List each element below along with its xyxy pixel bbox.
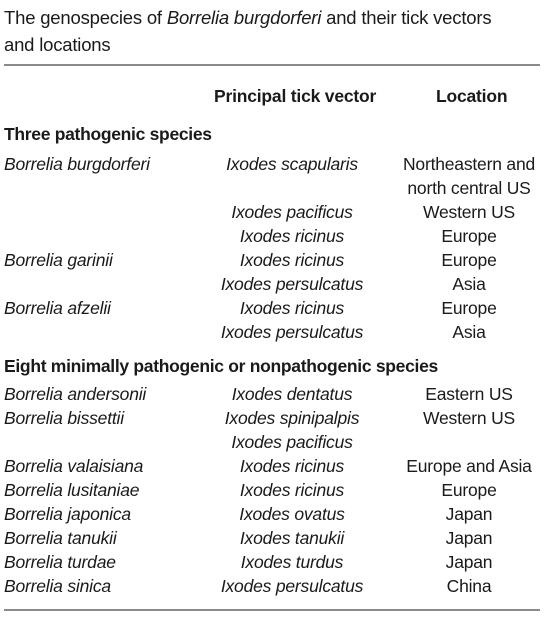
location-cell: Northeastern and (402, 154, 536, 174)
vector-cell: Ixodes ricinus (239, 456, 345, 476)
location-cell: Europe (441, 480, 497, 500)
caption-italic: Borrelia burgdorferi (166, 7, 322, 28)
vector-cell: Ixodes dentatus (231, 384, 353, 404)
table-caption: The genospecies of Borrelia burgdorferi … (4, 4, 524, 58)
bottom-rule (4, 609, 540, 611)
location-cell: China (446, 576, 492, 596)
vector-cell: Ixodes pacificus (231, 432, 353, 452)
vector-cell: Ixodes persulcatus (220, 322, 364, 342)
species-cell: Borrelia burgdorferi (4, 154, 150, 174)
table-row: Ixodes ricinus Europe (0, 224, 544, 248)
location-cell: Europe (441, 226, 497, 246)
vector-cell: Ixodes spinipalpis (224, 408, 360, 428)
table-row: Borrelia bissettii Ixodes spinipalpis We… (0, 406, 544, 430)
location-cell: Japan (445, 552, 493, 572)
vector-cell: Ixodes ricinus (239, 226, 345, 246)
species-cell: Borrelia lusitaniae (4, 480, 140, 500)
species-cell: Borrelia tanukii (4, 528, 117, 548)
vector-cell: Ixodes tanukii (239, 528, 345, 548)
table-row: Borrelia andersonii Ixodes dentatus East… (0, 382, 544, 406)
table-row: Borrelia tanukii Ixodes tanukii Japan (0, 526, 544, 550)
species-cell: Borrelia garinii (4, 250, 113, 270)
vector-cell: Ixodes persulcatus (220, 576, 364, 596)
species-cell: Borrelia turdae (4, 552, 116, 572)
table-row: Borrelia garinii Ixodes ricinus Europe (0, 248, 544, 272)
vector-cell: Ixodes pacificus (231, 202, 353, 222)
vector-cell: Ixodes ricinus (239, 480, 345, 500)
column-header-vector: Principal tick vector (214, 86, 377, 106)
caption-suffix: and their tick vectors and locations (4, 7, 492, 55)
location-cell: north central US (407, 178, 531, 198)
species-cell: Borrelia afzelii (4, 298, 111, 318)
vector-cell: Ixodes scapularis (226, 154, 358, 174)
section-title-pathogenic: Three pathogenic species (4, 124, 212, 144)
vector-cell: Ixodes ovatus (239, 504, 345, 524)
location-cell: Europe (441, 298, 497, 318)
location-cell: Asia (452, 322, 486, 342)
column-header-location: Location (436, 86, 508, 106)
species-cell: Borrelia valaisiana (4, 456, 144, 476)
table-row: Ixodes pacificus Western US (0, 200, 544, 224)
species-cell: Borrelia japonica (4, 504, 131, 524)
table-row: Borrelia sinica Ixodes persulcatus China (0, 574, 544, 598)
table-row: north central US (0, 176, 544, 200)
location-cell: Western US (422, 202, 516, 222)
table-row: Ixodes pacificus (0, 430, 544, 454)
table-row: Borrelia lusitaniae Ixodes ricinus Europ… (0, 478, 544, 502)
species-cell: Borrelia sinica (4, 576, 111, 596)
table-row: Borrelia afzelii Ixodes ricinus Europe (0, 296, 544, 320)
vector-cell: Ixodes turdus (240, 552, 344, 572)
caption-prefix: The genospecies of (4, 7, 167, 28)
species-cell: Borrelia andersonii (4, 384, 147, 404)
vector-cell: Ixodes persulcatus (220, 274, 364, 294)
vector-cell: Ixodes ricinus (239, 250, 345, 270)
location-cell: Europe (441, 250, 497, 270)
location-cell: Europe and Asia (406, 456, 532, 476)
table-row: Borrelia japonica Ixodes ovatus Japan (0, 502, 544, 526)
location-cell: Japan (445, 528, 493, 548)
vector-cell: Ixodes ricinus (239, 298, 345, 318)
location-cell: Asia (452, 274, 486, 294)
species-cell: Borrelia bissettii (4, 408, 124, 428)
table-row: Ixodes persulcatus Asia (0, 320, 544, 344)
table-row: Borrelia turdae Ixodes turdus Japan (0, 550, 544, 574)
table-row: Borrelia valaisiana Ixodes ricinus Europ… (0, 454, 544, 478)
location-cell: Japan (445, 504, 493, 524)
table-row: Borrelia burgdorferi Ixodes scapularis N… (0, 152, 544, 176)
top-rule (4, 64, 540, 66)
location-cell: Eastern US (425, 384, 513, 404)
section-title-nonpathogenic: Eight minimally pathogenic or nonpathoge… (4, 356, 438, 376)
location-cell: Western US (422, 408, 516, 428)
table-row: Ixodes persulcatus Asia (0, 272, 544, 296)
